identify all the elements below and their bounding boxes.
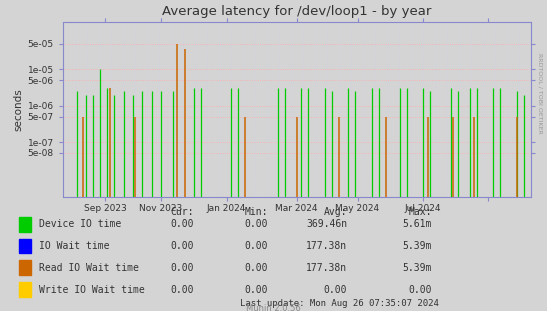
Text: Cur:: Cur: bbox=[171, 207, 194, 217]
Text: 0.00: 0.00 bbox=[171, 219, 194, 229]
Text: 369.46n: 369.46n bbox=[306, 219, 347, 229]
Text: 0.00: 0.00 bbox=[171, 263, 194, 273]
Text: 0.00: 0.00 bbox=[245, 263, 268, 273]
Text: IO Wait time: IO Wait time bbox=[39, 241, 110, 251]
Y-axis label: seconds: seconds bbox=[14, 88, 24, 131]
Text: 0.00: 0.00 bbox=[409, 285, 432, 295]
Text: Last update: Mon Aug 26 07:35:07 2024: Last update: Mon Aug 26 07:35:07 2024 bbox=[240, 299, 439, 308]
Title: Average latency for /dev/loop1 - by year: Average latency for /dev/loop1 - by year bbox=[162, 5, 432, 18]
Text: 0.00: 0.00 bbox=[245, 219, 268, 229]
Text: Device IO time: Device IO time bbox=[39, 219, 121, 229]
Text: Avg:: Avg: bbox=[324, 207, 347, 217]
Text: 0.00: 0.00 bbox=[324, 285, 347, 295]
Text: 177.38n: 177.38n bbox=[306, 241, 347, 251]
Text: Munin 2.0.56: Munin 2.0.56 bbox=[246, 304, 301, 311]
Text: 0.00: 0.00 bbox=[245, 285, 268, 295]
Text: 5.39m: 5.39m bbox=[403, 241, 432, 251]
Text: Min:: Min: bbox=[245, 207, 268, 217]
Text: Write IO Wait time: Write IO Wait time bbox=[39, 285, 145, 295]
Text: 0.00: 0.00 bbox=[171, 241, 194, 251]
Text: 0.00: 0.00 bbox=[171, 285, 194, 295]
Text: Max:: Max: bbox=[409, 207, 432, 217]
Text: 177.38n: 177.38n bbox=[306, 263, 347, 273]
Text: 0.00: 0.00 bbox=[245, 241, 268, 251]
Text: 5.61m: 5.61m bbox=[403, 219, 432, 229]
Text: RRDTOOL / TOBI OETIKER: RRDTOOL / TOBI OETIKER bbox=[538, 53, 543, 134]
Text: Read IO Wait time: Read IO Wait time bbox=[39, 263, 139, 273]
Text: 5.39m: 5.39m bbox=[403, 263, 432, 273]
